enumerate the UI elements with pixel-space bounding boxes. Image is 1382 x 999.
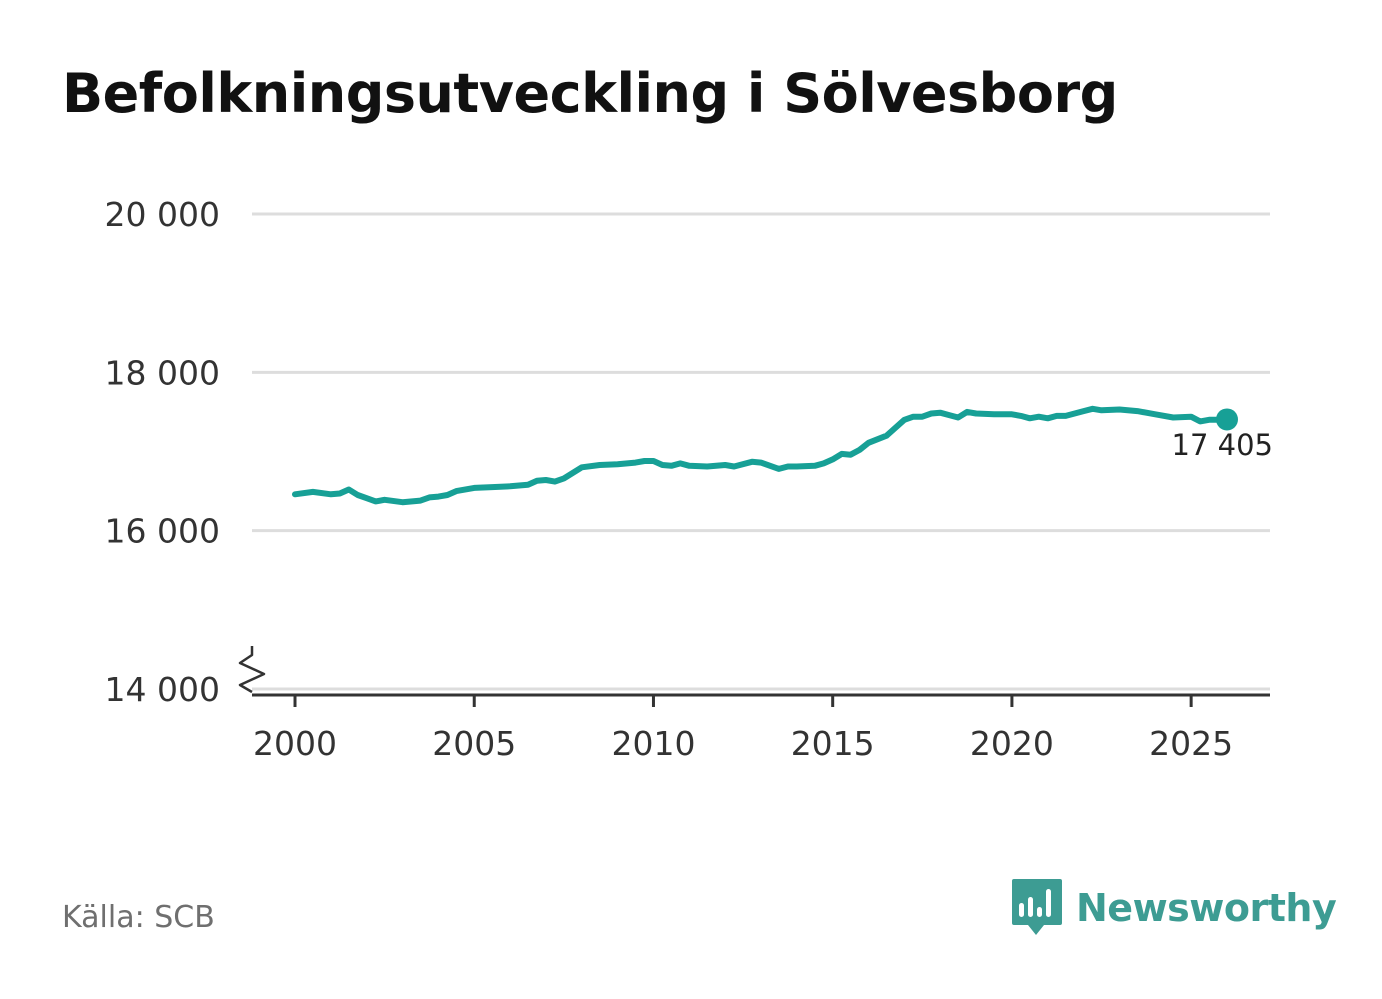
x-tick-label: 2020: [970, 724, 1054, 763]
axis-break-icon: [238, 646, 266, 694]
x-axis: [252, 693, 1270, 707]
x-tick-label: 2000: [253, 724, 337, 763]
last-value-label: 17 405: [1172, 428, 1273, 462]
brand-name: Newsworthy: [1076, 886, 1337, 930]
brand-logo[interactable]: Newsworthy: [1010, 876, 1337, 940]
bar-chart-speech-bubble-icon: [1012, 879, 1062, 935]
axis-break-zigzag: [238, 646, 266, 694]
x-tick-label: 2025: [1149, 724, 1233, 763]
y-tick-label: 18 000: [105, 353, 220, 392]
y-tick-label: 20 000: [105, 195, 220, 234]
x-axis-labels: 2000 2005 2010 2015 2020 2025: [253, 724, 1233, 763]
series-layer: 17 405: [292, 405, 1273, 506]
source-note: Källa: SCB: [62, 900, 215, 935]
x-tick-label: 2010: [611, 724, 695, 763]
last-point-marker[interactable]: [1215, 408, 1238, 431]
series-line: [292, 405, 1230, 506]
x-tick-label: 2015: [791, 724, 875, 763]
y-tick-label: 16 000: [105, 512, 220, 551]
y-axis-labels: 14 000 16 000 18 000 20 000: [105, 195, 220, 709]
y-tick-label: 14 000: [105, 670, 220, 709]
chart-title: Befolkningsutveckling i Sölvesborg: [62, 62, 1118, 125]
x-tick-label: 2005: [432, 724, 516, 763]
gridlines: [252, 212, 1270, 691]
